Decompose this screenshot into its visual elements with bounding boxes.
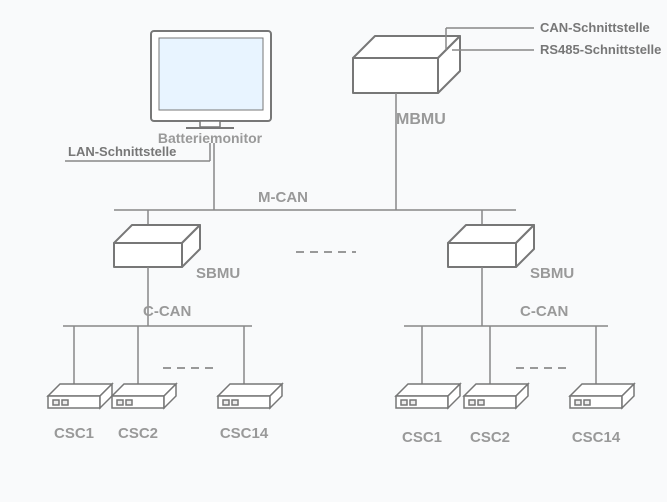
csc1-l-label: CSC1: [54, 425, 94, 442]
c-can-right-label: C-CAN: [520, 303, 568, 320]
m-can-label: M-CAN: [258, 189, 308, 206]
csc-boxes: [48, 384, 634, 408]
csc14-l-label: CSC14: [220, 425, 269, 442]
sbmu-left-label: SBMU: [196, 265, 240, 282]
csc2-r-label: CSC2: [470, 429, 510, 446]
monitor: [151, 31, 271, 128]
csc2-l-label: CSC2: [118, 425, 158, 442]
sbmu-right: [448, 225, 534, 267]
can-if-label: CAN-Schnittstelle: [540, 20, 650, 35]
c-can-left-label: C-CAN: [143, 303, 191, 320]
sbmu-left: [114, 225, 200, 267]
csc1-r-label: CSC1: [402, 429, 442, 446]
mbmu-cube: [353, 36, 460, 93]
rs485-if-label: RS485-Schnittstelle: [540, 42, 661, 57]
csc14-r-label: CSC14: [572, 429, 621, 446]
mbmu-label: MBMU: [396, 111, 446, 128]
topology-diagram: Batteriemonitor MBMU CAN-Schnittstelle R…: [0, 0, 667, 502]
sbmu-right-label: SBMU: [530, 265, 574, 282]
lan-if-label: LAN-Schnittstelle: [68, 144, 176, 159]
